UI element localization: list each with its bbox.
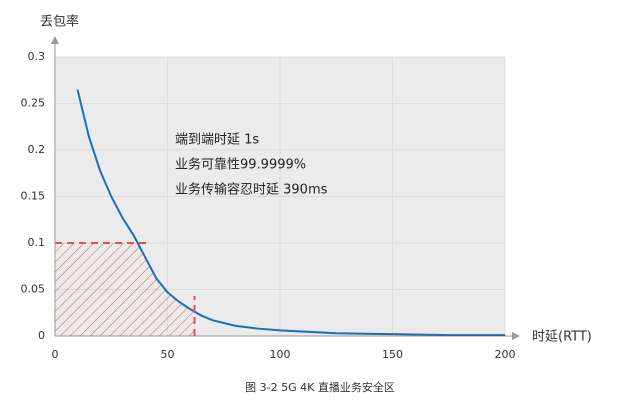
y-tick-label: 0.2 (28, 143, 46, 156)
x-tick-label: 0 (52, 348, 59, 361)
safe-zone (55, 243, 195, 336)
x-tick-label: 100 (270, 348, 291, 361)
y-tick-label: 0 (38, 329, 45, 342)
y-axis-arrow (51, 36, 59, 44)
caption: 图 3-2 5G 4K 直播业务安全区 (245, 380, 395, 394)
annotation: 业务可靠性99.9999% (175, 157, 306, 173)
x-axis-arrow (512, 332, 520, 340)
x-axis-title: 时延(RTT) (532, 330, 592, 345)
y-tick-label: 0.3 (28, 50, 46, 63)
x-tick-label: 200 (495, 348, 516, 361)
y-tick-label: 0.15 (21, 190, 46, 203)
y-tick-label: 0.05 (21, 283, 46, 296)
y-tick-label: 0.1 (28, 236, 46, 249)
y-tick-label: 0.25 (21, 97, 46, 110)
line (76, 89, 505, 337)
annotation: 端到端时延 1s (175, 133, 259, 148)
annotation: 业务传输容忍时延 390ms (175, 182, 328, 198)
x-tick-label: 50 (161, 348, 175, 361)
y-axis-title: 丢包率 (40, 14, 79, 30)
x-tick-label: 150 (382, 348, 403, 361)
